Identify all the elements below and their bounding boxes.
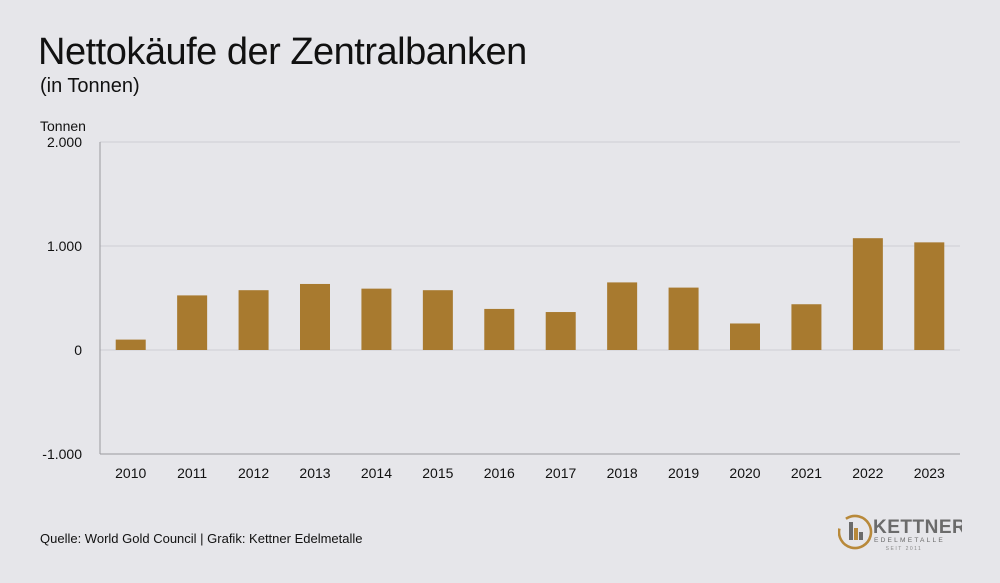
logo-since: SEIT 2011: [886, 546, 923, 552]
y-tick-label: -1.000: [42, 446, 82, 462]
x-tick-label: 2021: [791, 465, 822, 481]
x-tick-label: 2013: [299, 465, 330, 481]
y-tick-label: 1.000: [47, 238, 82, 254]
x-tick-label: 2023: [914, 465, 945, 481]
bar-2023: [914, 242, 945, 350]
bar-2013: [300, 283, 330, 350]
bar-2016: [484, 308, 515, 350]
gridlines: [100, 141, 960, 351]
x-tick-label: 2010: [115, 465, 146, 481]
bar-2010: [115, 339, 146, 350]
bar-2011: [177, 295, 208, 350]
bar-2017: [545, 312, 576, 350]
axes: [99, 142, 960, 455]
x-tick-label: 2018: [607, 465, 638, 481]
bar-2015: [422, 290, 453, 350]
x-tick-label: 2015: [422, 465, 453, 481]
bar-2021: [791, 304, 822, 350]
bar-2018: [607, 282, 638, 350]
source-note: Quelle: World Gold Council | Grafik: Ket…: [40, 531, 363, 546]
chart-title: Nettokäufe der Zentralbanken: [38, 31, 527, 73]
y-tick-label: 0: [74, 342, 82, 358]
x-tick-label: 2016: [484, 465, 515, 481]
x-tick-label: 2019: [668, 465, 699, 481]
kettner-logo: KETTNER EDELMETALLE SEIT 2011: [838, 514, 962, 552]
x-tick-label: 2011: [177, 465, 207, 481]
x-tick-label: 2017: [545, 465, 576, 481]
x-tick-label: 2022: [852, 465, 883, 481]
x-tick-label: 2014: [361, 465, 392, 481]
logo-emblem-icon: [838, 514, 873, 550]
bar-2014: [361, 288, 392, 350]
x-tick-label: 2012: [238, 465, 269, 481]
x-tick-label: 2020: [729, 465, 760, 481]
tick-labels: -1.000 0 1.000 2.000 2010 2011 2012 2013 2014 201…: [42, 134, 945, 481]
chart-subtitle: (in Tonnen): [40, 75, 140, 97]
bar-2020: [730, 323, 760, 350]
bar-2019: [668, 287, 699, 350]
y-axis-unit-label: Tonnen: [40, 118, 86, 134]
logo-name: KETTNER: [873, 517, 962, 538]
bar-2022: [852, 238, 883, 350]
logo-tagline: EDELMETALLE: [874, 537, 945, 544]
y-tick-label: 2.000: [47, 134, 82, 150]
bars: [115, 238, 945, 350]
bar-2012: [238, 290, 269, 350]
